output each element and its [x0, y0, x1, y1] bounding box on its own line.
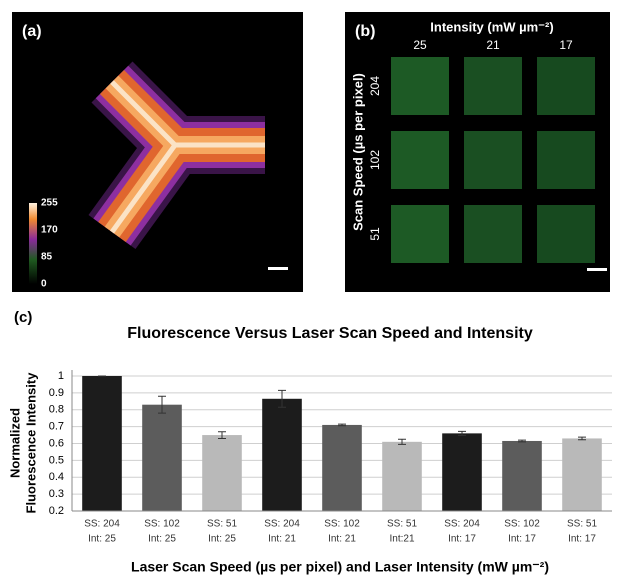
- x-tick-label: Int: 17: [508, 534, 536, 545]
- bar: [562, 438, 602, 511]
- x-tick-label: SS: 51: [387, 519, 417, 530]
- y-tick-label: 0.3: [49, 488, 64, 500]
- column-label: 25: [413, 38, 427, 52]
- y-tick-label: 0.6: [49, 437, 64, 449]
- bar: [262, 399, 302, 511]
- x-tick-label: Int: 17: [448, 534, 476, 545]
- row-label: 102: [368, 150, 382, 170]
- x-tick-label: SS: 51: [207, 519, 237, 530]
- column-label: 17: [559, 38, 573, 52]
- panel-label: (b): [355, 23, 375, 40]
- y-tick-label: 1: [58, 370, 64, 382]
- y-tick-label: 0.8: [49, 404, 64, 416]
- x-tick-label: SS: 102: [504, 519, 540, 530]
- x-tick-label: Int: 21: [328, 534, 356, 545]
- colorbar-tick-label: 170: [41, 225, 58, 236]
- x-tick-label: Int: 25: [88, 534, 116, 545]
- y-label: Scan Speed (µs per pixel): [350, 73, 365, 231]
- row-label: 51: [368, 227, 382, 241]
- x-label: Laser Scan Speed (µs per pixel) and Lase…: [131, 559, 549, 575]
- bar: [382, 442, 422, 511]
- bar: [202, 435, 242, 511]
- scan-square: [391, 131, 449, 189]
- y-label: Normalized: [7, 408, 22, 478]
- y-tick-label: 0.4: [49, 471, 64, 483]
- x-tick-label: SS: 51: [567, 519, 597, 530]
- bar: [502, 441, 542, 511]
- scan-square: [391, 205, 449, 263]
- y-tick-label: 0.2: [49, 505, 64, 517]
- x-tick-label: Int: 21: [268, 534, 296, 545]
- panel-title: Intensity (mW µm⁻²): [430, 19, 553, 34]
- y-tick-label: 0.7: [49, 421, 64, 433]
- x-tick-label: Int: 25: [148, 534, 176, 545]
- x-tick-label: Int:21: [389, 534, 414, 545]
- scale-bar: [268, 267, 288, 270]
- scan-square: [464, 57, 522, 115]
- scale-bar: [587, 268, 607, 271]
- panel-label: (c): [14, 309, 32, 326]
- y-tick-label: 0.9: [49, 387, 64, 399]
- colorbar-tick-label: 255: [41, 198, 58, 209]
- row-label: 204: [368, 76, 382, 96]
- y-tick-label: 0.5: [49, 454, 64, 466]
- x-tick-label: SS: 102: [144, 519, 180, 530]
- bar: [322, 425, 362, 511]
- y-label: Fluorescence Intensity: [23, 372, 38, 514]
- panel-label: (a): [22, 23, 42, 40]
- x-tick-label: SS: 204: [264, 519, 300, 530]
- scan-square: [464, 131, 522, 189]
- scan-square: [537, 131, 595, 189]
- scan-square: [391, 57, 449, 115]
- chart-title: Fluorescence Versus Laser Scan Speed and…: [127, 325, 533, 342]
- column-label: 21: [486, 38, 500, 52]
- colorbar-tick-label: 0: [41, 279, 47, 290]
- x-tick-label: SS: 102: [324, 519, 360, 530]
- scan-square: [537, 57, 595, 115]
- colorbar: [29, 203, 37, 284]
- x-tick-label: SS: 204: [444, 519, 480, 530]
- bar: [82, 376, 122, 511]
- bar: [442, 433, 482, 511]
- scan-square: [537, 205, 595, 263]
- scan-square: [464, 205, 522, 263]
- colorbar-tick-label: 85: [41, 252, 53, 263]
- figure: (a) 0 85 170 255 (b) Intensity (mW µm⁻²) Sc…: [0, 0, 620, 583]
- x-tick-label: Int: 17: [568, 534, 596, 545]
- bar: [142, 405, 182, 511]
- x-tick-label: Int: 25: [208, 534, 236, 545]
- x-tick-label: SS: 204: [84, 519, 120, 530]
